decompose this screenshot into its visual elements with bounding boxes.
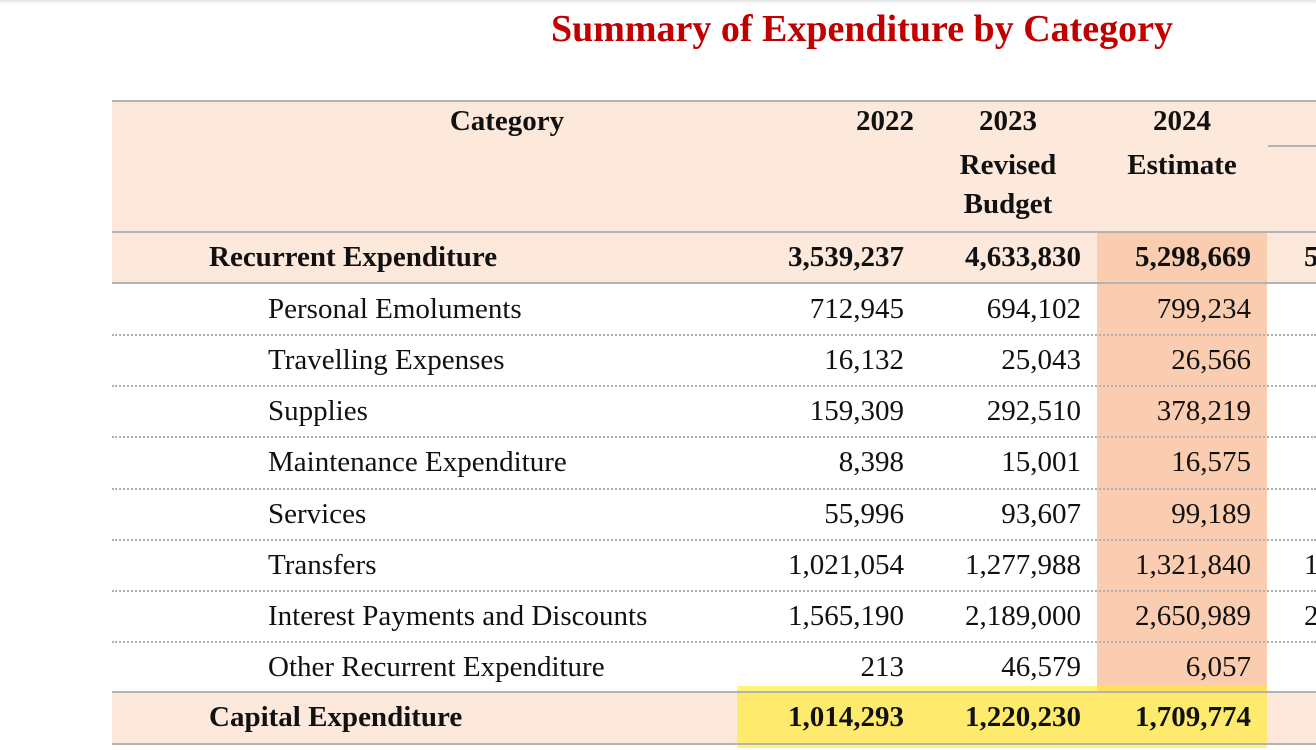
value-2024: 1,709,774 [1135,701,1251,733]
value-2022: 159,309 [809,395,904,427]
value-next-year-partial: 1 [1304,549,1316,581]
value-2024: 799,234 [1156,293,1251,325]
row-divider [112,385,1316,387]
page-title: Summary of Expenditure by Category [550,8,1174,50]
row-divider [112,641,1316,643]
table-row: Other Recurrent Expenditure 213 46,579 6… [0,647,1316,687]
row-label: Interest Payments and Discounts [268,600,648,632]
value-2022: 16,132 [824,344,904,376]
value-2023: 1,220,230 [965,701,1081,733]
value-2022: 712,945 [809,293,904,325]
value-2023: 15,001 [1001,446,1081,478]
header-2024-year: 2024 [1153,105,1211,137]
row-label: Other Recurrent Expenditure [268,651,605,683]
value-2023: 1,277,988 [965,549,1081,581]
row-label: Personal Emoluments [268,293,522,325]
recurrent-bottom-rule [112,282,1316,284]
header-2023-year: 2023 [979,105,1037,137]
table-row: Maintenance Expenditure 8,398 15,001 16,… [0,442,1316,482]
value-2024: 1,321,840 [1135,549,1251,581]
value-next-year-partial: 2 [1304,600,1316,632]
row-divider [112,436,1316,438]
row-label: Travelling Expenses [268,344,505,376]
value-2022: 1,021,054 [788,549,904,581]
capital-values-highlight [737,686,1267,748]
value-2022: 1,565,190 [788,600,904,632]
row-label: Transfers [268,549,377,581]
row-divider [112,539,1316,541]
table-header-background [112,101,1316,232]
value-next-year-partial: 5 [1304,241,1316,273]
header-2024-estimate: Estimate [1127,149,1237,181]
top-shadow [0,0,1316,4]
table-row-capital: Capital Expenditure 1,014,293 1,220,230 … [0,697,1316,737]
value-2023: 292,510 [986,395,1081,427]
value-2024: 378,219 [1156,395,1251,427]
value-2023: 25,043 [1001,344,1081,376]
value-2023: 4,633,830 [965,241,1081,273]
table-row: Personal Emoluments 712,945 694,102 799,… [0,289,1316,329]
value-2022: 213 [860,651,905,683]
estimate-column-highlight [1097,233,1267,693]
value-2023: 46,579 [1001,651,1081,683]
row-label: Supplies [268,395,368,427]
header-2023-revised: Revised [959,149,1057,181]
header-category: Category [449,105,565,137]
value-2024: 2,650,989 [1135,600,1251,632]
value-2024: 6,057 [1185,651,1251,683]
value-2022: 55,996 [824,498,904,530]
value-2024: 99,189 [1171,498,1251,530]
value-2023: 93,607 [1001,498,1081,530]
header-bottom-rule [112,231,1316,233]
table-row: Services 55,996 93,607 99,189 [0,494,1316,534]
header-top-rule [112,100,1316,102]
row-label: Services [268,498,367,530]
value-2023: 2,189,000 [965,600,1081,632]
value-2022: 1,014,293 [788,701,904,733]
row-label: Capital Expenditure [209,701,463,733]
row-divider [112,590,1316,592]
row-label: Maintenance Expenditure [268,446,567,478]
value-2023: 694,102 [986,293,1081,325]
capital-top-rule [112,691,1316,693]
table-row: Travelling Expenses 16,132 25,043 26,566 [0,340,1316,380]
value-2024: 5,298,669 [1135,241,1251,273]
value-2024: 26,566 [1171,344,1251,376]
table-row-recurrent: Recurrent Expenditure 3,539,237 4,633,83… [0,237,1316,277]
table-row: Interest Payments and Discounts 1,565,19… [0,596,1316,636]
row-label: Recurrent Expenditure [209,241,498,273]
capital-bottom-rule [112,743,1316,745]
value-2022: 8,398 [838,446,904,478]
value-2022: 3,539,237 [788,241,904,273]
header-partial-rule [1268,145,1316,147]
header-2023-budget: Budget [963,188,1053,220]
row-divider [112,488,1316,490]
table-row: Supplies 159,309 292,510 378,219 [0,391,1316,431]
table-row: Transfers 1,021,054 1,277,988 1,321,840 … [0,545,1316,585]
header-2022: 2022 [856,105,914,137]
value-2024: 16,575 [1171,446,1251,478]
row-divider [112,334,1316,336]
